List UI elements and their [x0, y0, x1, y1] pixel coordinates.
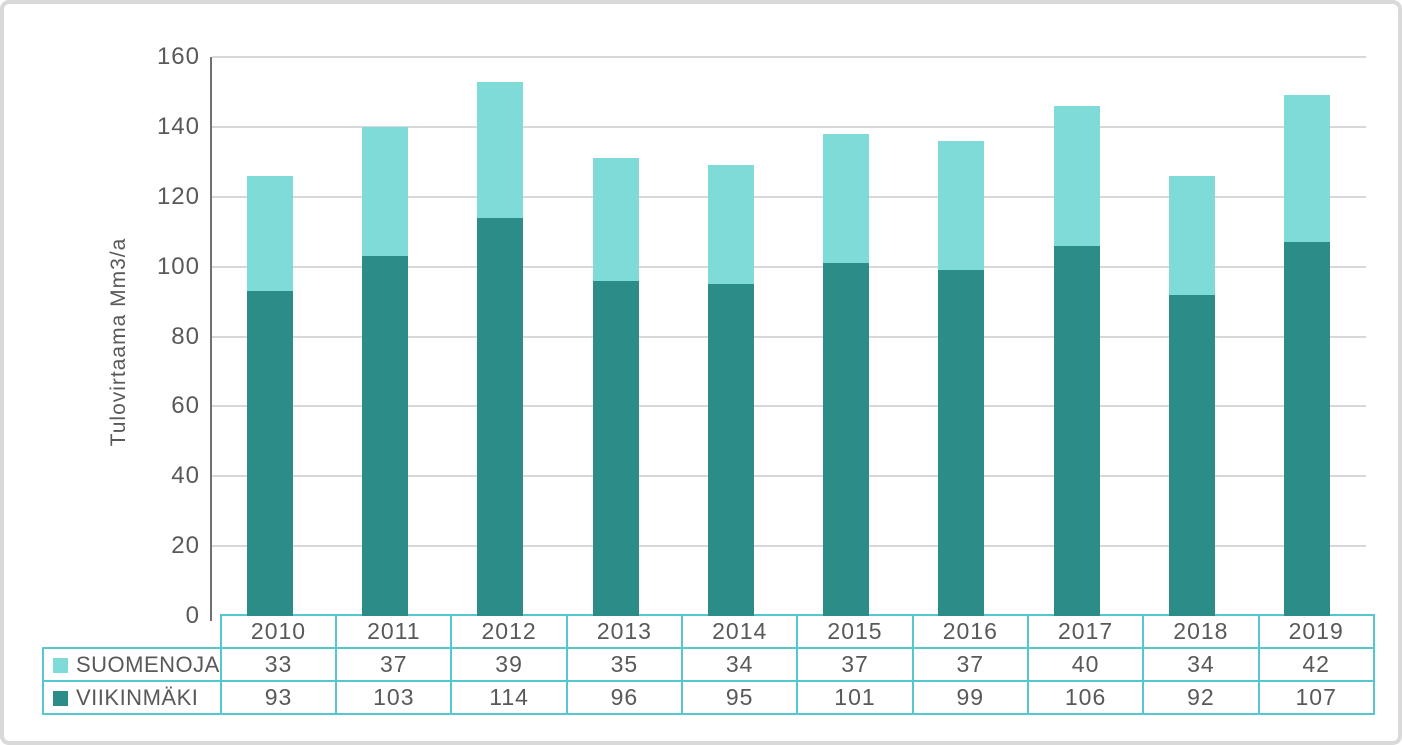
year-header-2010: 2010 — [219, 614, 338, 649]
y-axis-tick-label: 20 — [171, 532, 200, 559]
y-axis-line — [210, 57, 212, 621]
bar-segment-viikinmaki-2010 — [246, 291, 293, 616]
gridline-140 — [212, 126, 1366, 128]
gridline-60 — [212, 405, 1366, 407]
series-name: VIIKINMÄKI — [76, 684, 199, 710]
series-label-viikinmaki: VIIKINMÄKI — [42, 680, 222, 715]
data-table: 2010 2011 2012 2013 2014 2015 2016 2017 2018 2019… — [42, 614, 1375, 715]
year-header-2018: 2018 — [1142, 614, 1260, 649]
y-axis-tick-label: 40 — [171, 462, 200, 489]
cell-viikinmaki-2016: 99 — [911, 680, 1029, 715]
bar-segment-viikinmaki-2013 — [592, 280, 639, 616]
year-header-2017: 2017 — [1026, 614, 1145, 649]
y-axis-tick-label: 80 — [171, 323, 200, 350]
bar-segment-suomenoja-2013 — [592, 158, 639, 281]
cell-suomenoja-2017: 40 — [1026, 647, 1145, 682]
cell-viikinmaki-2018: 92 — [1142, 680, 1260, 715]
bar-segment-suomenoja-2019 — [1284, 95, 1331, 243]
bar-segment-suomenoja-2011 — [361, 126, 408, 257]
bar-segment-viikinmaki-2016 — [938, 270, 985, 616]
year-header-2019: 2019 — [1257, 614, 1375, 649]
gridline-40 — [212, 475, 1366, 477]
cell-suomenoja-2012: 39 — [450, 647, 568, 682]
bar-segment-viikinmaki-2017 — [1053, 245, 1100, 616]
year-header-2012: 2012 — [450, 614, 568, 649]
cell-suomenoja-2018: 34 — [1142, 647, 1260, 682]
series-name: SUOMENOJA — [76, 651, 220, 677]
year-header-2011: 2011 — [335, 614, 453, 649]
bar-segment-suomenoja-2017 — [1053, 105, 1100, 246]
bar-segment-viikinmaki-2011 — [361, 256, 408, 616]
bar-segment-viikinmaki-2014 — [707, 284, 754, 616]
gridline-20 — [212, 545, 1366, 547]
bar-segment-viikinmaki-2019 — [1284, 242, 1331, 616]
bar-segment-suomenoja-2015 — [823, 133, 870, 264]
year-header-2013: 2013 — [565, 614, 684, 649]
cell-suomenoja-2014: 34 — [681, 647, 799, 682]
cell-suomenoja-2011: 37 — [335, 647, 453, 682]
series-label-suomenoja: SUOMENOJA — [42, 647, 222, 682]
cell-viikinmaki-2012: 114 — [450, 680, 568, 715]
cell-suomenoja-2010: 33 — [219, 647, 338, 682]
gridline-120 — [212, 196, 1366, 198]
gridline-160 — [212, 56, 1366, 58]
year-header-2015: 2015 — [796, 614, 914, 649]
cell-viikinmaki-2019: 107 — [1257, 680, 1375, 715]
bar-segment-suomenoja-2010 — [246, 175, 293, 292]
bar-segment-viikinmaki-2018 — [1169, 294, 1215, 616]
year-header-2016: 2016 — [911, 614, 1029, 649]
y-axis-tick-label: 160 — [156, 43, 200, 70]
gridline-100 — [212, 266, 1366, 268]
cell-suomenoja-2015: 37 — [796, 647, 914, 682]
gridline-80 — [212, 336, 1366, 338]
bar-segment-suomenoja-2016 — [938, 140, 985, 271]
bar-segment-viikinmaki-2015 — [823, 263, 870, 616]
y-axis-tick-label: 120 — [156, 183, 200, 210]
cell-suomenoja-2019: 42 — [1257, 647, 1375, 682]
year-header-2014: 2014 — [681, 614, 799, 649]
legend-swatch-viikinmaki — [53, 690, 68, 706]
cell-suomenoja-2016: 37 — [911, 647, 1029, 682]
cell-viikinmaki-2010: 93 — [219, 680, 338, 715]
y-axis-tick-label: 100 — [156, 253, 200, 280]
bar-segment-suomenoja-2012 — [477, 81, 524, 218]
bar-segment-viikinmaki-2012 — [477, 217, 524, 616]
cell-viikinmaki-2011: 103 — [335, 680, 453, 715]
y-axis-tick-label: 0 — [185, 602, 200, 629]
cell-viikinmaki-2015: 101 — [796, 680, 914, 715]
y-axis-tick-label: 60 — [171, 392, 200, 419]
cell-viikinmaki-2013: 96 — [565, 680, 684, 715]
legend-swatch-suomenoja — [53, 657, 68, 673]
cell-viikinmaki-2017: 106 — [1026, 680, 1145, 715]
cell-suomenoja-2013: 35 — [565, 647, 684, 682]
bar-segment-suomenoja-2014 — [707, 165, 754, 285]
cell-viikinmaki-2014: 95 — [681, 680, 799, 715]
y-axis-tick-label: 140 — [156, 113, 200, 140]
bar-segment-suomenoja-2018 — [1169, 175, 1215, 295]
